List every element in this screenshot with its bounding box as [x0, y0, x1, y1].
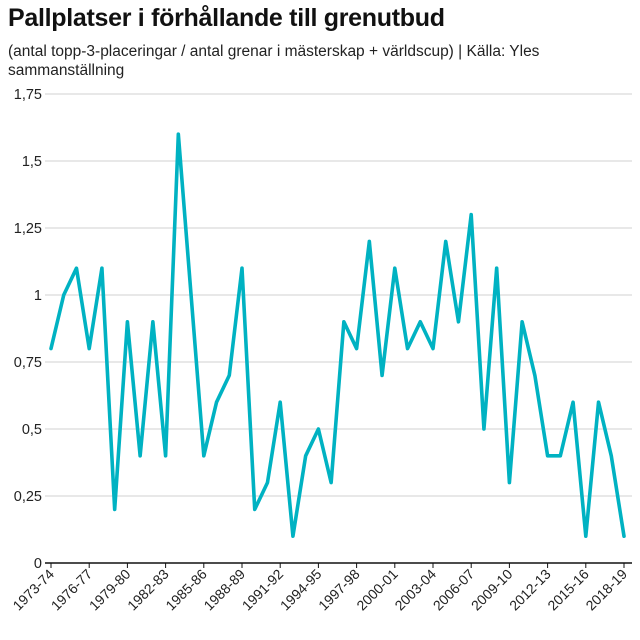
series-line — [49, 132, 626, 539]
x-tick-label: 1982-83 — [124, 566, 172, 614]
y-tick-label: 0 — [34, 556, 42, 572]
x-tick-label: 1973-74 — [9, 566, 57, 614]
x-tick-label: 1979-80 — [86, 566, 134, 614]
x-tick-label: 1994-95 — [277, 566, 325, 614]
y-tick-label: 0,75 — [14, 355, 42, 371]
x-tick-label: 2015-16 — [544, 566, 592, 614]
x-tick-label: 2009-10 — [468, 566, 516, 614]
x-tick-label: 2000-01 — [353, 566, 401, 614]
y-tick-label: 0,5 — [22, 422, 42, 438]
x-tick-label: 1991-92 — [239, 566, 287, 614]
x-tick-label: 1997-98 — [315, 566, 363, 614]
y-tick-label: 1,25 — [14, 221, 42, 237]
x-tick-label: 2018-19 — [582, 566, 630, 614]
x-tick-label: 1976-77 — [48, 566, 96, 614]
x-tick-label: 1988-89 — [200, 566, 248, 614]
x-tick-label: 1985-86 — [162, 566, 210, 614]
y-tick-label: 1 — [34, 288, 42, 304]
x-tick-label: 2012-13 — [506, 566, 554, 614]
x-tick-label: 2006-07 — [430, 566, 478, 614]
chart-title: Pallplatser i förhållande till grenutbud — [8, 4, 445, 32]
y-tick-label: 1,75 — [14, 87, 42, 103]
y-tick-label: 1,5 — [22, 154, 42, 170]
y-tick-label: 0,25 — [14, 489, 42, 505]
chart-subtitle: (antal topp-3-placeringar / antal grenar… — [8, 43, 540, 79]
x-tick-label: 2003-04 — [391, 566, 439, 614]
